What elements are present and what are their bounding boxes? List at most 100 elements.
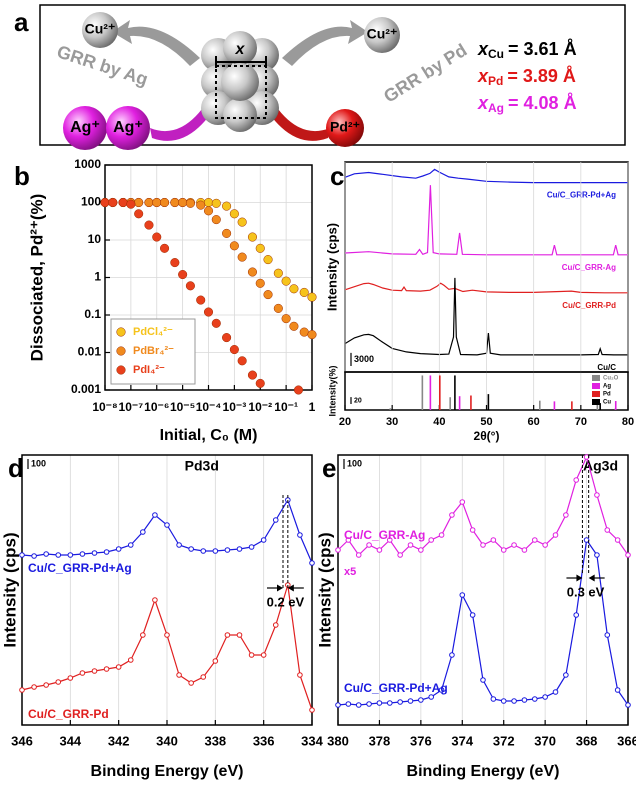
- point: [542, 694, 548, 700]
- x-tick-label: 340: [156, 733, 178, 748]
- x-tick-label: 372: [493, 733, 515, 748]
- point: [91, 668, 98, 674]
- panel-label: d: [8, 453, 24, 483]
- point: [418, 697, 424, 703]
- point: [144, 220, 154, 230]
- point: [480, 542, 486, 548]
- x-tick-label: 344: [59, 733, 81, 748]
- ion-label: Pd²⁺: [330, 119, 360, 135]
- point: [263, 290, 273, 300]
- line: [344, 282, 628, 294]
- point: [490, 537, 497, 543]
- shift-arrow-head: [277, 584, 283, 592]
- series-label: Cu/C_GRR-Pd+Ag: [344, 681, 448, 695]
- point: [307, 330, 317, 340]
- point: [159, 197, 170, 208]
- series-label: Cu/C: [597, 363, 616, 372]
- point: [31, 553, 37, 559]
- point: [531, 537, 538, 543]
- y-tick-label: 100: [81, 195, 101, 209]
- y-axis-label: Intensity (cps): [324, 223, 339, 311]
- point: [563, 512, 569, 518]
- point: [203, 197, 214, 208]
- panel: c Intensity (cps) 3000 Cu/C_GRR-Pd+Ag Cu/C_G…: [324, 161, 629, 373]
- point: [345, 701, 352, 707]
- cluster: [201, 31, 279, 132]
- point: [604, 632, 611, 638]
- point: [67, 552, 74, 558]
- shift-arrow-head: [287, 584, 294, 592]
- legend-label: PdI₄²⁻: [133, 364, 165, 376]
- point: [469, 527, 476, 533]
- point: [625, 552, 631, 558]
- x-tick-label: 366: [617, 733, 636, 748]
- point: [200, 548, 207, 554]
- point: [272, 622, 279, 628]
- point: [397, 699, 403, 705]
- parameter-text: = 4.08 Å: [508, 93, 577, 113]
- point: [542, 542, 548, 548]
- point: [79, 551, 86, 557]
- panel: b 10⁻⁸ 10⁻⁷ 10⁻⁶ 10⁻⁵ 10⁻⁴ 10⁻³ 10⁻² 10⁻¹ 1 0.001 0…: [14, 157, 317, 444]
- series-label: Cu/C_GRR-Pd: [28, 707, 109, 721]
- line: [344, 168, 628, 184]
- x-tick-label: 70: [575, 416, 587, 428]
- legend-marker: [116, 327, 126, 337]
- point: [164, 522, 170, 528]
- point: [604, 527, 611, 533]
- x-tick-label: 10⁻⁶: [144, 400, 169, 414]
- legend-label: Ag: [603, 384, 611, 390]
- point: [237, 252, 247, 262]
- point: [134, 197, 144, 208]
- y-tick-label: 0.001: [71, 382, 101, 396]
- legend-label: Cu₂O: [603, 376, 619, 382]
- y-tick-label: 10: [88, 232, 102, 246]
- plot-frame: [104, 164, 313, 391]
- schematic: a Cu²⁺ Cu²⁺ GRR by Ag GRR by Pd x Ag⁺ Ag…: [14, 4, 626, 150]
- ion-label: Ag⁺: [113, 119, 143, 136]
- point: [43, 551, 49, 557]
- point: [407, 542, 414, 548]
- point: [272, 517, 279, 523]
- point: [449, 512, 455, 518]
- panel-label: c: [330, 161, 344, 191]
- x-tick-label: 10⁻⁸: [92, 400, 117, 414]
- y-tick-label: 0.1: [84, 307, 101, 321]
- scale-bar-label: 20: [354, 397, 362, 404]
- point: [196, 200, 206, 210]
- plot-frame: [337, 454, 629, 726]
- arrow-cu-left: [112, 20, 200, 66]
- point: [459, 592, 466, 598]
- point: [144, 197, 154, 208]
- point: [236, 632, 243, 638]
- point: [229, 209, 239, 219]
- point: [289, 284, 299, 294]
- parameter-text: = 3.89 Å: [507, 66, 576, 86]
- point: [211, 215, 221, 225]
- x-tick-label: 376: [410, 733, 432, 748]
- point: [229, 344, 239, 355]
- point: [222, 201, 232, 211]
- shift-label: 0.3 eV: [567, 584, 605, 599]
- x-tick-label: 380: [327, 733, 349, 748]
- point: [203, 206, 214, 216]
- point: [480, 677, 486, 683]
- point: [176, 672, 182, 678]
- point: [248, 544, 255, 550]
- chart-title: Ag3d: [583, 458, 618, 474]
- point: [355, 552, 362, 558]
- x-tick-label: 80: [622, 416, 634, 428]
- legend-marker: [116, 365, 126, 375]
- point: [203, 307, 214, 317]
- point: [222, 228, 232, 238]
- plot-frame: [344, 371, 629, 411]
- point: [127, 657, 134, 663]
- point: [79, 670, 86, 676]
- x-tick-label: 342: [108, 733, 130, 748]
- x-tick-label: 346: [11, 733, 33, 748]
- scale-bar-label: 100: [347, 458, 362, 468]
- point: [127, 542, 134, 548]
- y-axis-label: Intensity(%): [327, 365, 337, 416]
- scale-bar-label: 3000: [354, 354, 374, 364]
- point: [345, 537, 352, 543]
